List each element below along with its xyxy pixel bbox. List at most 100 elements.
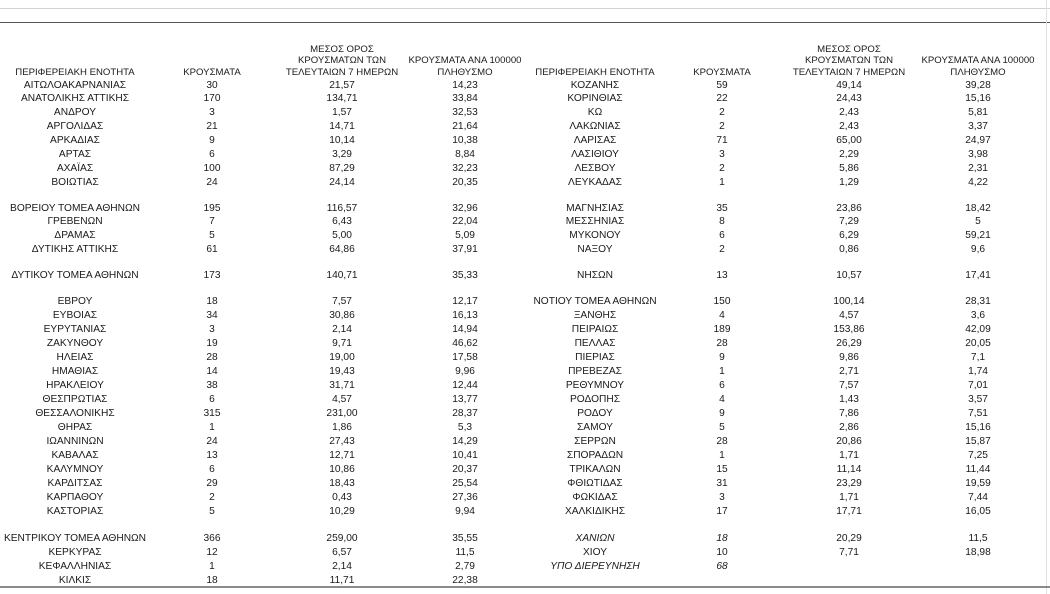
cases: 4	[719, 394, 725, 405]
cases: 173	[203, 270, 221, 281]
table-row: ΕΒΡΟΥ 18 7,57 12,17	[0, 295, 1050, 308]
per-100k: 1,74	[968, 366, 988, 377]
avg-7days: 1,71	[839, 450, 859, 461]
cases: 71	[716, 135, 728, 146]
avg-7days: 2,43	[839, 107, 859, 118]
per-100k: 4,22	[968, 177, 988, 188]
avg-7days: 6,43	[332, 216, 352, 227]
per-100k: 10,38	[452, 135, 478, 146]
per-100k: 11,5	[455, 547, 475, 558]
region-name: ΔΡΑΜΑΣ	[54, 230, 96, 241]
table-row: ΜΑΓΝΗΣΙΑΣ 35 23,86 18,42	[0, 202, 1050, 215]
region-name: ΑΡΓΟΛΙΔΑΣ	[46, 121, 104, 132]
table-row: ΑΝΑΤΟΛΙΚΗΣ ΑΤΤΙΚΗΣ 170 134,71 33,84	[0, 92, 1050, 105]
region-name: ΚΕΦΑΛΛΗΝΙΑΣ	[38, 561, 112, 572]
per-100k: 13,77	[452, 394, 478, 405]
avg-7days: 7,57	[332, 296, 352, 307]
cases: 2	[719, 244, 725, 255]
per-100k: 5,3	[457, 422, 473, 433]
region-name: ΓΡΕΒΕΝΩΝ	[47, 216, 103, 227]
cases: 100	[203, 163, 221, 174]
region-name: ΚΑΣΤΟΡΙΑΣ	[46, 506, 104, 517]
table-row: ΧΙΟΥ 10 7,71 18,98	[0, 546, 1050, 559]
per-100k: 7,44	[968, 492, 988, 503]
table-row: ΠΕΛΛΑΣ 28 26,29 20,05	[0, 337, 1050, 350]
cases: 1	[719, 450, 725, 461]
table-row: ΑΡΤΑΣ 6 3,29 8,84	[0, 148, 1050, 161]
per-100k: 27,36	[452, 492, 478, 503]
region-name: ΕΥΒΟΙΑΣ	[52, 310, 98, 321]
per-100k: 28,37	[452, 408, 478, 419]
table-row: ΜΥΚΟΝΟΥ 6 6,29 59,21	[0, 229, 1050, 242]
cases: 6	[719, 380, 725, 391]
right-edge	[1046, 0, 1047, 594]
avg-7days: 23,29	[836, 478, 862, 489]
avg-7days: 1,29	[839, 177, 859, 188]
avg-7days: 2,14	[332, 561, 352, 572]
cases: 29	[206, 478, 218, 489]
avg-7days: 7,86	[839, 408, 859, 419]
avg-7days: 2,43	[839, 121, 859, 132]
cases: 1	[719, 177, 725, 188]
avg-7days: 11,71	[329, 575, 355, 586]
table-row: ΚΟΡΙΝΘΙΑΣ 22 24,43 15,16	[0, 92, 1050, 105]
table-row: ΚΑΣΤΟΡΙΑΣ 5 10,29 9,94	[0, 505, 1050, 518]
per-100k: 12,17	[452, 296, 478, 307]
per-100k: 15,16	[965, 93, 991, 104]
cases: 59	[716, 80, 728, 91]
cases: 195	[203, 203, 221, 214]
table-row: ΚΙΛΚΙΣ 18 11,71 22,38	[0, 574, 1050, 587]
per-100k: 16,13	[452, 310, 478, 321]
region-name: ΦΩΚΙΔΑΣ	[572, 492, 618, 503]
per-100k: 3,98	[968, 149, 988, 160]
cases: 18	[206, 296, 218, 307]
table-row: ΚΑΒΑΛΑΣ 13 12,71 10,41	[0, 449, 1050, 462]
avg-7days: 2,71	[839, 366, 859, 377]
cases: 9	[209, 135, 215, 146]
region-name: ΔΥΤΙΚΟΥ ΤΟΜΕΑ ΑΘΗΝΩΝ	[11, 270, 139, 281]
cases: 2	[209, 492, 215, 503]
table-row: ΕΥΒΟΙΑΣ 34 30,86 16,13	[0, 309, 1050, 322]
region-name: ΚΑΛΥΜΝΟΥ	[46, 464, 104, 475]
per-100k: 2,31	[968, 163, 988, 174]
cases: 28	[716, 436, 728, 447]
cases: 6	[209, 464, 215, 475]
per-100k: 3,37	[968, 121, 988, 132]
region-name: ΛΑΣΙΘΙΟΥ	[571, 149, 619, 160]
region-name: ΜΑΓΝΗΣΙΑΣ	[566, 203, 624, 214]
cases: 8	[719, 216, 725, 227]
region-name: ΘΕΣΣΑΛΟΝΙΚΗΣ	[35, 408, 115, 419]
avg-7days: 140,71	[326, 270, 358, 281]
cases: 28	[206, 352, 218, 363]
cases: 30	[206, 80, 218, 91]
per-100k: 39,28	[965, 80, 991, 91]
table-row: ΣΕΡΡΩΝ 28 20,86 15,87	[0, 435, 1050, 448]
table-row: ΚΑΡΠΑΘΟΥ 2 0,43 27,36	[0, 491, 1050, 504]
table-row: ΠΡΕΒΕΖΑΣ 1 2,71 1,74	[0, 365, 1050, 378]
region-name: ΣΑΜΟΥ	[577, 422, 613, 433]
region-name: ΝΑΞΟΥ	[577, 244, 613, 255]
region-name: ΦΘΙΩΤΙΔΑΣ	[567, 478, 623, 489]
region-name: ΑΡΚΑΔΙΑΣ	[50, 135, 100, 146]
region-name: ΠΡΕΒΕΖΑΣ	[568, 366, 622, 377]
table-row: ΦΘΙΩΤΙΔΑΣ 31 23,29 19,59	[0, 477, 1050, 490]
avg-7days: 10,86	[329, 464, 355, 475]
per-100k: 46,62	[452, 338, 478, 349]
avg-7days: 24,14	[329, 177, 355, 188]
per-100k: 18,98	[965, 547, 991, 558]
avg-7days: 12,71	[329, 450, 355, 461]
cases: 9	[719, 352, 725, 363]
cases: 22	[716, 93, 728, 104]
per-100k: 10,41	[452, 450, 478, 461]
avg-7days: 30,86	[329, 310, 355, 321]
table-row: ΑΝΔΡΟΥ 3 1,57 32,53	[0, 106, 1050, 119]
table-row: ΔΡΑΜΑΣ 5 5,00 5,09	[0, 229, 1050, 242]
avg-7days: 11,14	[836, 464, 862, 475]
avg-7days: 2,29	[839, 149, 859, 160]
region-name: ΞΑΝΘΗΣ	[573, 310, 617, 321]
region-name: ΜΕΣΣΗΝΙΑΣ	[565, 216, 625, 227]
right-header-7day-average: ΜΕΣΟΣ ΟΡΟΣ ΚΡΟΥΣΜΑΤΩΝ ΤΩΝ ΤΕΛΕΥΤΑΙΩΝ 7 Η…	[792, 43, 906, 78]
table-row: ΚΟΖΑΝΗΣ 59 49,14 39,28	[0, 79, 1050, 92]
per-100k: 2,79	[455, 561, 475, 572]
per-100k: 5,81	[968, 107, 988, 118]
